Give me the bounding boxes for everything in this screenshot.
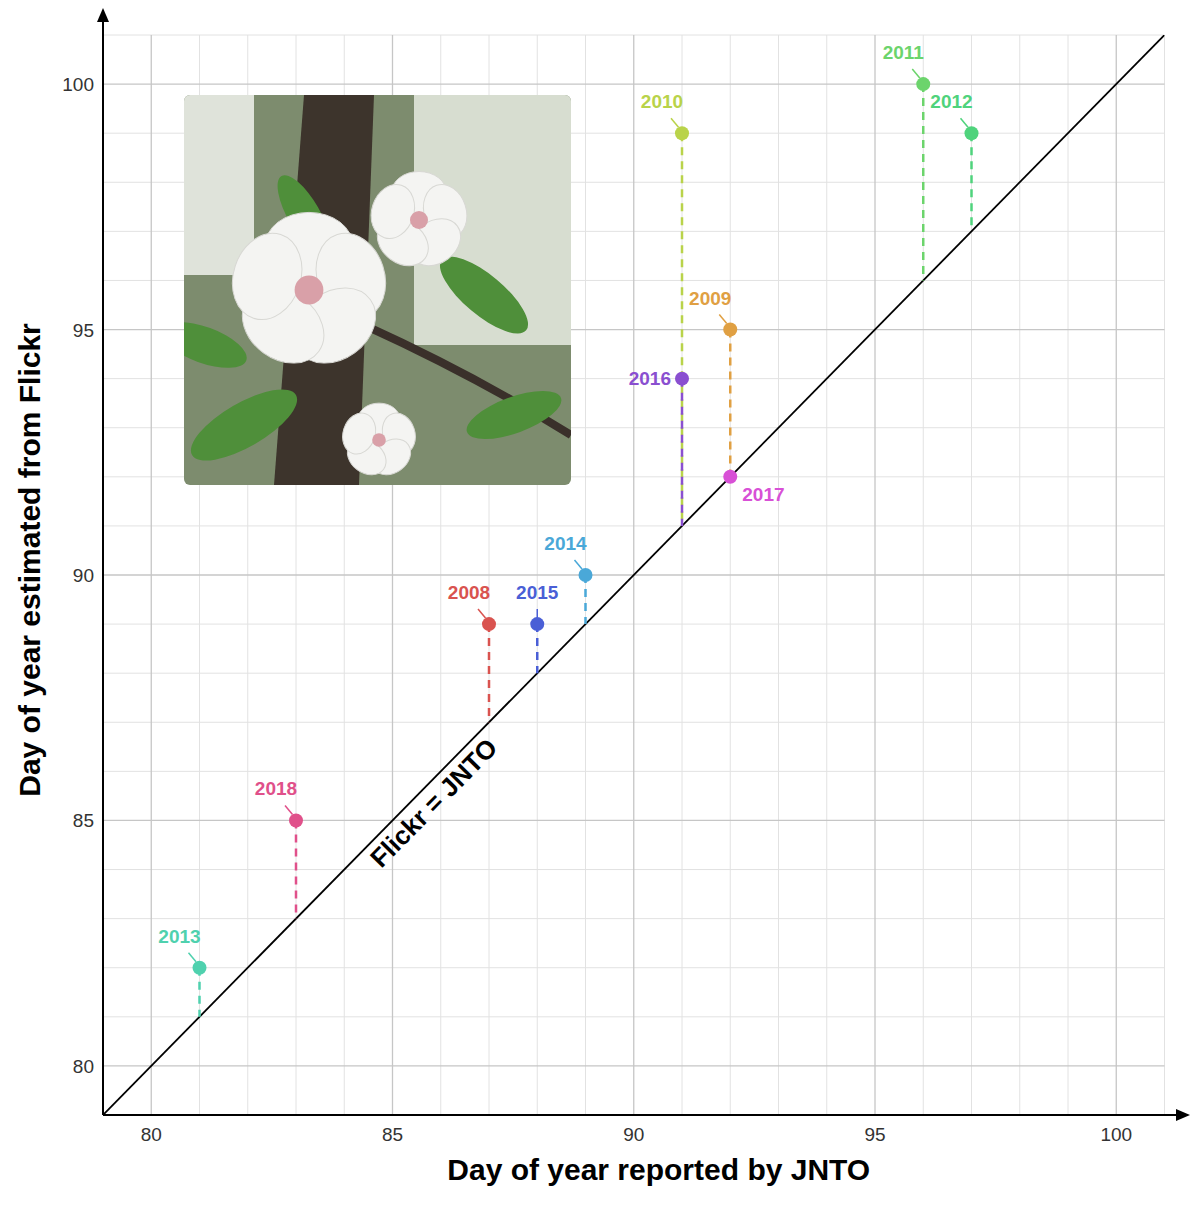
grid-line [103, 1065, 1165, 1066]
photo [184, 95, 571, 485]
point [289, 813, 303, 827]
flower [337, 403, 420, 482]
difference-line [198, 968, 201, 1017]
leaf [184, 313, 252, 378]
flower [364, 172, 473, 276]
leader [961, 118, 969, 127]
leader [671, 118, 679, 127]
photo-light [184, 95, 254, 275]
x-tick-label: 85 [382, 1124, 403, 1145]
point [675, 126, 689, 140]
difference-line [584, 575, 587, 624]
difference-line [488, 624, 491, 722]
y-axis [102, 18, 104, 1115]
petal [364, 179, 421, 244]
grid-line [103, 83, 1165, 84]
leaf [184, 376, 307, 474]
y-axis-arrow [97, 8, 109, 22]
x-axis-arrow [1176, 1109, 1190, 1121]
x-tick-label: 100 [1100, 1124, 1132, 1145]
leader [912, 69, 920, 78]
petal [337, 409, 380, 459]
point-label: 2012 [930, 91, 972, 112]
reference-line [103, 35, 1165, 1115]
point-label: 2017 [742, 484, 784, 505]
point-label: 2011 [883, 42, 925, 63]
y-axis-title: Day of year estimated from Flickr [13, 323, 46, 797]
point [723, 470, 737, 484]
flower-center [295, 276, 324, 305]
leader [285, 805, 293, 814]
difference-line [729, 330, 732, 477]
difference-line [922, 84, 925, 280]
reference-line-label: Flickr = JNTO [364, 733, 503, 874]
x-axis [103, 1114, 1180, 1116]
x-tick-label: 90 [623, 1124, 644, 1145]
difference-line [681, 379, 684, 526]
point [193, 961, 207, 975]
point [723, 323, 737, 337]
flower-center [410, 211, 428, 229]
point [965, 126, 979, 140]
y-tick-label: 90 [73, 565, 94, 586]
point [530, 617, 544, 631]
chart: 80 85 90 95 100 80 85 90 95 100 Day of year report… [0, 0, 1196, 1207]
y-tick-label: 85 [73, 810, 94, 831]
point [675, 372, 689, 386]
x-tick-label: 80 [141, 1124, 162, 1145]
point-label: 2009 [689, 288, 731, 309]
point-label: 2010 [641, 91, 683, 112]
leader [478, 609, 486, 618]
grid-line [103, 820, 1165, 821]
difference-line [295, 820, 298, 918]
point [482, 617, 496, 631]
point-label: 2014 [544, 533, 587, 554]
leader [537, 609, 539, 618]
y-tick-label: 95 [73, 320, 94, 341]
point [579, 568, 593, 582]
point-label: 2013 [158, 926, 200, 947]
plot-area [103, 35, 1165, 1115]
leaf [461, 381, 567, 449]
point-labels: 2013 2018 2008 2015 2014 2010 2016 2009 2017 2011… [158, 42, 972, 962]
point [916, 77, 930, 91]
point-label: 2016 [629, 368, 671, 389]
y-tick-label: 80 [73, 1056, 94, 1077]
flower-center [372, 433, 386, 447]
difference-line [536, 624, 539, 673]
difference-line [970, 133, 973, 231]
point-label: 2008 [448, 582, 490, 603]
grid [103, 35, 1165, 1115]
leader [575, 560, 583, 569]
x-tick-label: 95 [864, 1124, 885, 1145]
flower [222, 212, 397, 378]
point-label: 2015 [516, 582, 559, 603]
leader [719, 315, 727, 324]
point-label: 2018 [255, 778, 297, 799]
y-tick-label: 100 [62, 74, 94, 95]
leader [189, 953, 197, 962]
difference-line [681, 133, 684, 526]
x-axis-title: Day of year reported by JNTO [447, 1153, 870, 1186]
petal [222, 224, 313, 328]
